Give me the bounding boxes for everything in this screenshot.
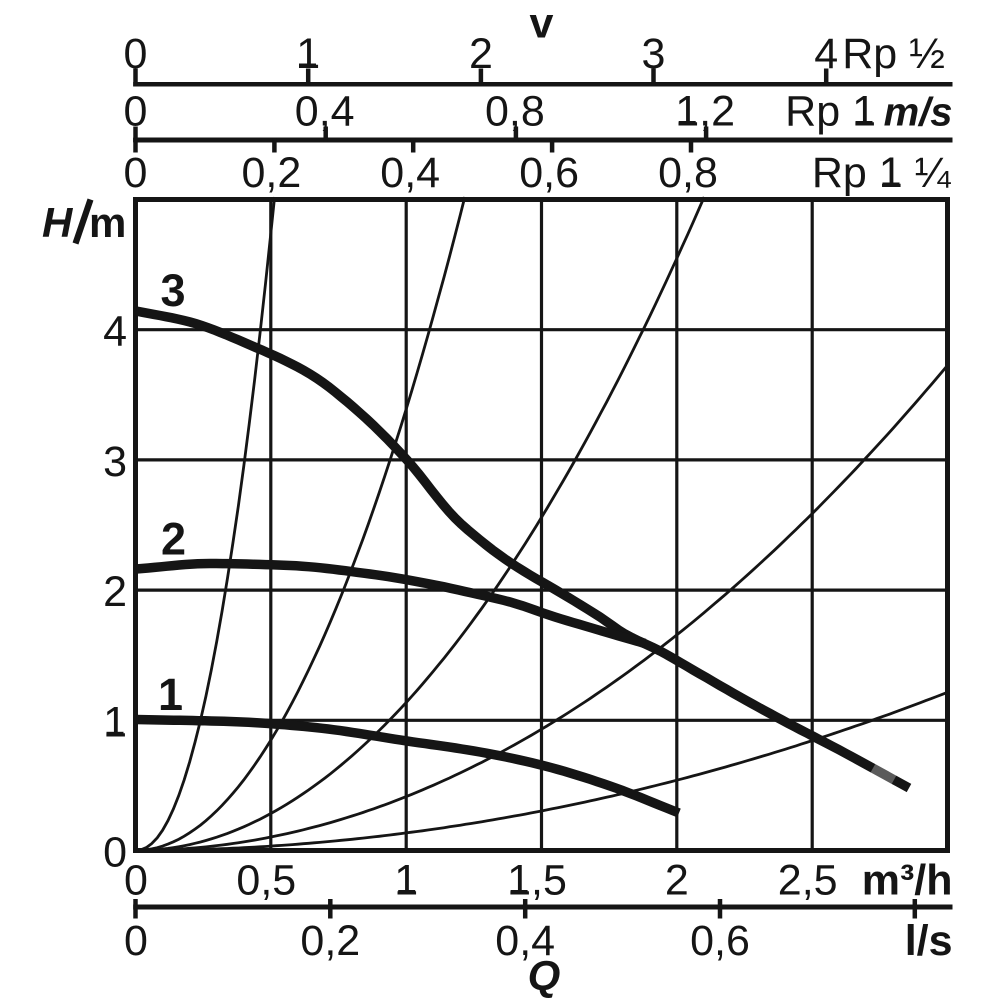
svg-text:2: 2 (103, 568, 127, 616)
svg-text:0: 0 (124, 88, 148, 136)
svg-text:Rp ½: Rp ½ (842, 30, 945, 78)
svg-text:0: 0 (124, 149, 148, 197)
svg-text:2,5: 2,5 (778, 857, 838, 905)
svg-text:0,4: 0,4 (380, 149, 440, 197)
svg-text:0: 0 (103, 829, 127, 877)
svg-text:m: m (89, 199, 126, 246)
svg-text:1,2: 1,2 (675, 88, 735, 136)
svg-text:H: H (42, 199, 74, 246)
svg-text:0,4: 0,4 (495, 917, 555, 965)
svg-text:3: 3 (642, 30, 666, 78)
svg-text:0,2: 0,2 (242, 149, 302, 197)
svg-text:0,6: 0,6 (519, 149, 579, 197)
svg-text:Rp 1: Rp 1 (785, 88, 876, 136)
svg-text:2: 2 (665, 857, 689, 905)
svg-text:3: 3 (103, 438, 127, 486)
svg-text:0,8: 0,8 (485, 88, 545, 136)
svg-text:0,5: 0,5 (236, 857, 296, 905)
svg-text:0,2: 0,2 (300, 917, 360, 965)
svg-text:Q: Q (528, 952, 561, 1000)
svg-text:1: 1 (296, 30, 320, 78)
svg-text:1: 1 (394, 857, 418, 905)
svg-text:4: 4 (103, 308, 127, 356)
svg-text:0,6: 0,6 (690, 917, 750, 965)
svg-text:0: 0 (124, 857, 148, 905)
svg-text:1: 1 (158, 669, 183, 720)
svg-text:m³/h: m³/h (862, 857, 953, 905)
svg-text:0: 0 (124, 917, 148, 965)
svg-text:3: 3 (160, 265, 185, 316)
svg-text:1,5: 1,5 (507, 857, 567, 905)
svg-text:m/s: m/s (884, 91, 953, 135)
svg-text:v: v (530, 0, 554, 48)
svg-text:1: 1 (103, 698, 127, 746)
svg-text:4: 4 (814, 30, 838, 78)
svg-text:l/s: l/s (905, 917, 953, 965)
svg-text:Rp 1 ¼: Rp 1 ¼ (812, 149, 952, 197)
svg-text:0,8: 0,8 (658, 149, 718, 197)
svg-text:0: 0 (124, 30, 148, 78)
svg-text:2: 2 (469, 30, 493, 78)
svg-text:2: 2 (161, 514, 186, 565)
svg-text:0,4: 0,4 (295, 88, 355, 136)
